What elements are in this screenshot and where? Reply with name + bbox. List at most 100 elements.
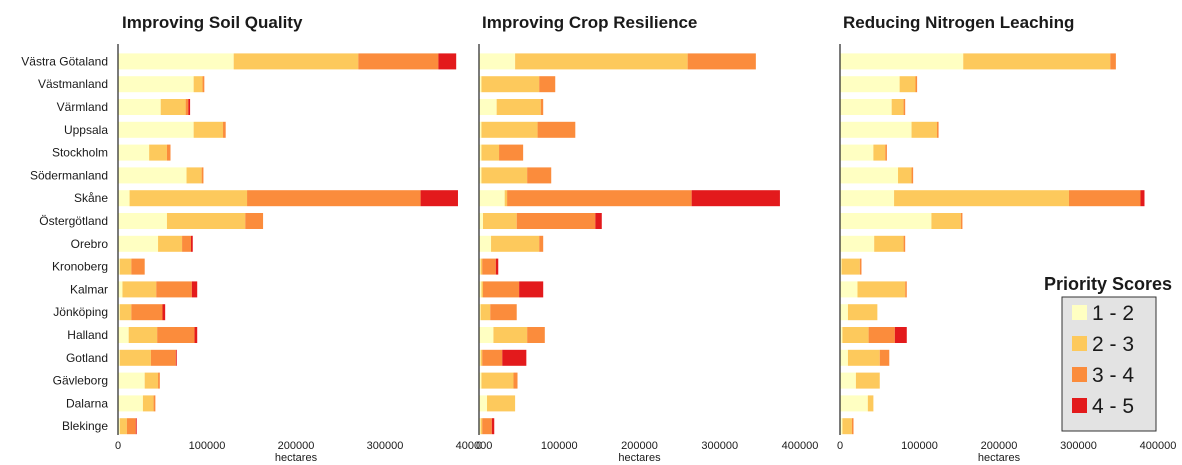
bar-blekinge-3-4 (482, 418, 492, 435)
bar-sodermanland-2-3 (186, 167, 202, 184)
category-label: Gotland (66, 351, 108, 365)
legend-swatch-2-3 (1072, 336, 1087, 351)
bar-stockholm-3-4 (885, 144, 887, 161)
bar-dalarna-2-3 (142, 395, 154, 412)
bar-blekinge-3-4 (126, 418, 136, 435)
bar-kronoberg-4-5 (495, 258, 499, 275)
category-label: Blekinge (62, 419, 108, 433)
category-label: Västra Götaland (21, 54, 108, 68)
bar-blekinge-2-3 (842, 418, 852, 435)
bar-orebro-1-2 (479, 235, 492, 252)
x-tick-label: 400000 (456, 440, 493, 452)
chart-panel-improving-crop-resilience: Improving Crop Resilience 0 100000 200000 30… (476, 13, 818, 464)
legend-swatch-4-5 (1072, 398, 1087, 413)
bar-kalmar-3-4 (905, 281, 907, 298)
bar-ostergotland-3-4 (516, 213, 596, 229)
bar-ostergotland-4-5 (595, 213, 602, 229)
bar-gotland-1-2 (479, 349, 481, 366)
bar-kronoberg-1-2 (840, 258, 842, 275)
bar-varmland-1-2 (840, 99, 892, 115)
bar-gavleborg-1-2 (479, 372, 482, 389)
x-axis-title: hectares (275, 452, 318, 464)
bar-gavleborg-2-3 (481, 372, 514, 389)
bar-kalmar-1-2 (479, 281, 482, 298)
chart-panel-reducing-nitrogen-leaching: Reducing Nitrogen Leaching 0 100000 200000 3… (837, 13, 1176, 464)
bar-skane-2-3 (129, 190, 248, 207)
bar-varmland-3-4 (903, 99, 906, 115)
bar-halland-2-3 (493, 327, 528, 343)
bar-kronoberg-3-4 (131, 258, 145, 275)
bar-vastra-gotaland-1-2 (479, 53, 516, 70)
x-tick-label: 300000 (367, 440, 404, 452)
bar-stockholm-1-2 (479, 144, 482, 161)
bar-skane-4-5 (1140, 190, 1145, 207)
x-tick-label: 300000 (701, 440, 738, 452)
bar-gotland-1-2 (118, 349, 120, 366)
bar-uppsala-3-4 (936, 121, 939, 138)
bar-blekinge-2-3 (480, 418, 483, 435)
bar-halland-3-4 (157, 327, 195, 343)
legend-label: 1 - 2 (1092, 302, 1134, 325)
bar-gotland-4-5 (175, 349, 177, 366)
bar-skane-4-5 (691, 190, 780, 207)
bar-gavleborg-3-4 (158, 372, 160, 389)
legend-title: Priority Scores (1044, 274, 1172, 294)
bar-kalmar-2-3 (122, 281, 157, 298)
category-label: Kalmar (70, 282, 108, 296)
bar-kronoberg-2-3 (841, 258, 860, 275)
bar-kalmar-1-2 (840, 281, 858, 298)
bar-halland-3-4 (868, 327, 895, 343)
chart-panel-improving-soil-quality: Improving Soil Quality Västra Götaland Väs… (21, 13, 492, 464)
bar-kalmar-3-4 (156, 281, 192, 298)
bar-stockholm-1-2 (118, 144, 150, 161)
bar-orebro-3-4 (903, 235, 906, 252)
bar-gotland-3-4 (482, 349, 503, 366)
bar-uppsala-1-2 (840, 121, 912, 138)
bar-kronoberg-3-4 (859, 258, 862, 275)
category-label: Gävleborg (53, 374, 108, 388)
bar-dalarna-1-2 (840, 395, 868, 412)
x-tick-label: 200000 (621, 440, 658, 452)
bar-vastmanland-2-3 (899, 76, 916, 93)
bar-jonkoping-4-5 (162, 304, 166, 321)
bar-kalmar-4-5 (519, 281, 544, 298)
bar-gavleborg-2-3 (855, 372, 880, 389)
bar-varmland-2-3 (496, 99, 541, 115)
bar-orebro-2-3 (874, 235, 904, 252)
bar-jonkoping-2-3 (119, 304, 132, 321)
bar-gotland-3-4 (879, 349, 890, 366)
bar-skane-3-4 (1068, 190, 1141, 207)
category-label: Värmland (57, 100, 108, 114)
bar-ostergotland-3-4 (245, 213, 264, 229)
bar-uppsala-1-2 (479, 121, 482, 138)
legend-label: 4 - 5 (1092, 395, 1134, 418)
bar-varmland-2-3 (891, 99, 904, 115)
x-tick-label: 200000 (278, 440, 315, 452)
bar-orebro-1-2 (118, 235, 159, 252)
x-tick-label: 100000 (901, 440, 938, 452)
bar-skane-4-5 (420, 190, 458, 207)
bar-blekinge-4-5 (135, 418, 137, 435)
bar-blekinge-2-3 (119, 418, 127, 435)
bar-gavleborg-2-3 (144, 372, 159, 389)
legend-label: 2 - 3 (1092, 333, 1134, 356)
category-label: Halland (67, 328, 108, 342)
bar-stockholm-2-3 (149, 144, 167, 161)
bar-stockholm-3-4 (499, 144, 524, 161)
bar-varmland-4-5 (188, 99, 191, 115)
bar-vastmanland-3-4 (915, 76, 918, 93)
panel-title: Reducing Nitrogen Leaching (843, 13, 1074, 32)
bar-skane-1-2 (840, 190, 895, 207)
bar-vastra-gotaland-2-3 (963, 53, 1111, 70)
bar-blekinge-3-4 (851, 418, 854, 435)
bar-ostergotland-3-4 (960, 213, 963, 229)
bar-uppsala-2-3 (193, 121, 224, 138)
x-tick-label: 100000 (541, 440, 578, 452)
bar-dalarna-2-3 (867, 395, 874, 412)
bar-jonkoping-3-4 (131, 304, 163, 321)
bar-skane-3-4 (247, 190, 421, 207)
bar-vastmanland-1-2 (840, 76, 900, 93)
bar-vastra-gotaland-3-4 (358, 53, 439, 70)
bar-stockholm-2-3 (481, 144, 500, 161)
bar-stockholm-1-2 (840, 144, 874, 161)
